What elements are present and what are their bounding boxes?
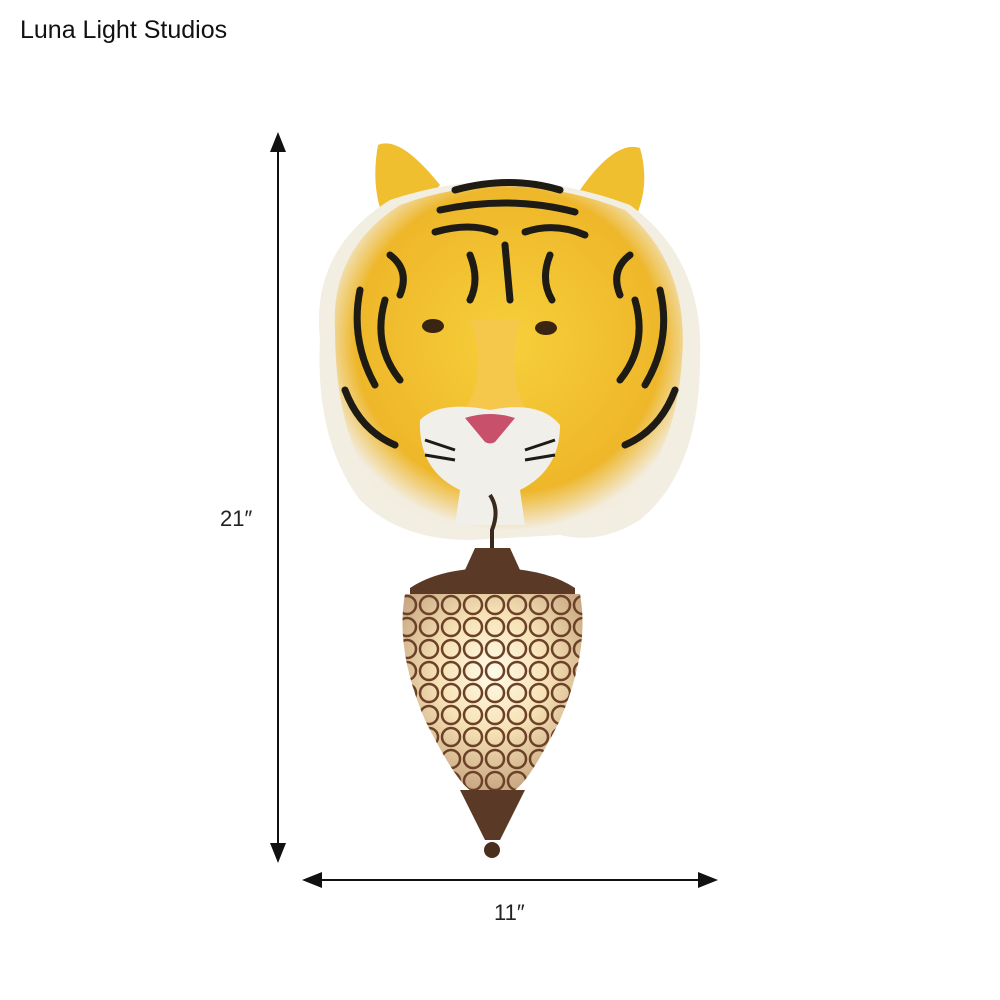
tiger-head bbox=[318, 143, 701, 541]
height-label: 21″ bbox=[220, 506, 253, 531]
width-label: 11″ bbox=[494, 900, 525, 925]
brand-name: Luna Light Studios bbox=[20, 16, 228, 44]
hanging-chain bbox=[488, 493, 498, 550]
crystal-lamp-shade bbox=[402, 548, 583, 858]
